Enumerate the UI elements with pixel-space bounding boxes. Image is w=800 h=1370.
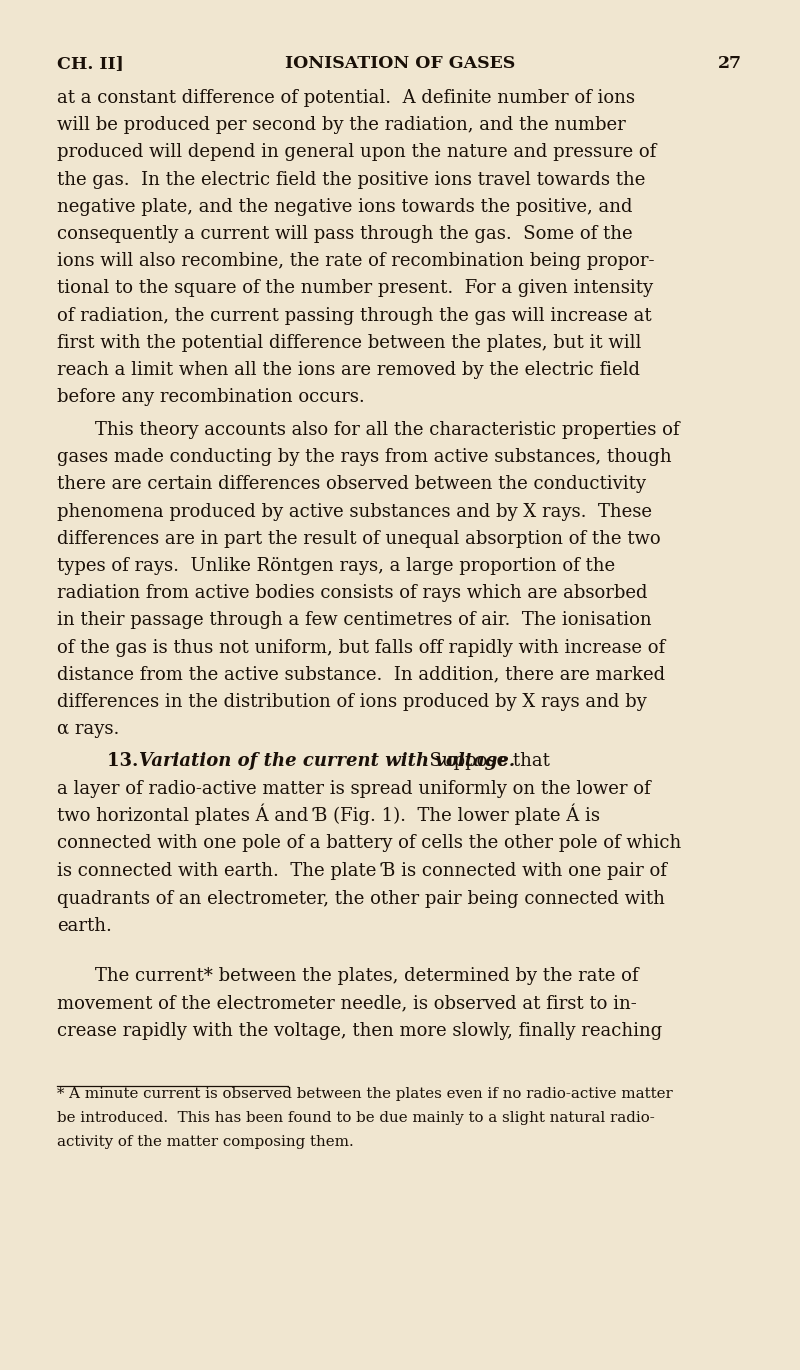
Text: The current* between the plates, determined by the rate of: The current* between the plates, determi… bbox=[95, 967, 638, 985]
Text: 27: 27 bbox=[718, 55, 742, 73]
Text: negative plate, and the negative ions towards the positive, and: negative plate, and the negative ions to… bbox=[57, 197, 633, 216]
Text: two horizontal plates Á and Ɓ (Fig. 1).  The lower plate Á is: two horizontal plates Á and Ɓ (Fig. 1). … bbox=[57, 803, 600, 825]
Text: α rays.: α rays. bbox=[57, 721, 119, 738]
Text: in their passage through a few centimetres of air.  The ionisation: in their passage through a few centimetr… bbox=[57, 611, 652, 629]
Text: CH. II]: CH. II] bbox=[57, 55, 124, 73]
Text: movement of the electrometer needle, is observed at first to in-: movement of the electrometer needle, is … bbox=[57, 995, 637, 1012]
Text: phenomena produced by active substances and by X rays.  These: phenomena produced by active substances … bbox=[57, 503, 652, 521]
Text: distance from the active substance.  In addition, there are marked: distance from the active substance. In a… bbox=[57, 666, 665, 684]
Text: will be produced per second by the radiation, and the number: will be produced per second by the radia… bbox=[57, 116, 626, 134]
Text: Variation of the current with voltage.: Variation of the current with voltage. bbox=[139, 752, 515, 770]
Text: of radiation, the current passing through the gas will increase at: of radiation, the current passing throug… bbox=[57, 307, 652, 325]
Text: is connected with earth.  The plate Ɓ is connected with one pair of: is connected with earth. The plate Ɓ is … bbox=[57, 862, 667, 880]
Text: 13.: 13. bbox=[107, 752, 151, 770]
Text: * A minute current is observed between the plates even if no radio-active matter: * A minute current is observed between t… bbox=[57, 1086, 673, 1101]
Text: be introduced.  This has been found to be due mainly to a slight natural radio-: be introduced. This has been found to be… bbox=[57, 1111, 654, 1125]
Text: the gas.  In the electric field the positive ions travel towards the: the gas. In the electric field the posit… bbox=[57, 171, 646, 189]
Text: quadrants of an electrometer, the other pair being connected with: quadrants of an electrometer, the other … bbox=[57, 889, 665, 907]
Text: radiation from active bodies consists of rays which are absorbed: radiation from active bodies consists of… bbox=[57, 584, 647, 603]
Text: a layer of radio-active matter is spread uniformly on the lower of: a layer of radio-active matter is spread… bbox=[57, 780, 650, 797]
Text: types of rays.  Unlike Röntgen rays, a large proportion of the: types of rays. Unlike Röntgen rays, a la… bbox=[57, 558, 615, 575]
Text: there are certain differences observed between the conductivity: there are certain differences observed b… bbox=[57, 475, 646, 493]
Text: tional to the square of the number present.  For a given intensity: tional to the square of the number prese… bbox=[57, 279, 653, 297]
Text: of the gas is thus not uniform, but falls off rapidly with increase of: of the gas is thus not uniform, but fall… bbox=[57, 638, 665, 656]
Text: at a constant difference of potential.  A definite number of ions: at a constant difference of potential. A… bbox=[57, 89, 635, 107]
Text: connected with one pole of a battery of cells the other pole of which: connected with one pole of a battery of … bbox=[57, 834, 682, 852]
Text: produced will depend in general upon the nature and pressure of: produced will depend in general upon the… bbox=[57, 144, 656, 162]
Text: IONISATION OF GASES: IONISATION OF GASES bbox=[285, 55, 515, 73]
Text: This theory accounts also for all the characteristic properties of: This theory accounts also for all the ch… bbox=[95, 421, 679, 438]
Text: differences in the distribution of ions produced by X rays and by: differences in the distribution of ions … bbox=[57, 693, 646, 711]
Text: ions will also recombine, the rate of recombination being propor-: ions will also recombine, the rate of re… bbox=[57, 252, 654, 270]
Text: crease rapidly with the voltage, then more slowly, finally reaching: crease rapidly with the voltage, then mo… bbox=[57, 1022, 662, 1040]
Text: consequently a current will pass through the gas.  Some of the: consequently a current will pass through… bbox=[57, 225, 633, 242]
Text: before any recombination occurs.: before any recombination occurs. bbox=[57, 388, 365, 406]
Text: activity of the matter composing them.: activity of the matter composing them. bbox=[57, 1134, 354, 1149]
Text: Suppose that: Suppose that bbox=[418, 752, 550, 770]
Text: first with the potential difference between the plates, but it will: first with the potential difference betw… bbox=[57, 334, 642, 352]
Text: reach a limit when all the ions are removed by the electric field: reach a limit when all the ions are remo… bbox=[57, 362, 640, 379]
Text: differences are in part the result of unequal absorption of the two: differences are in part the result of un… bbox=[57, 530, 661, 548]
Text: earth.: earth. bbox=[57, 917, 112, 934]
Text: gases made conducting by the rays from active substances, though: gases made conducting by the rays from a… bbox=[57, 448, 672, 466]
